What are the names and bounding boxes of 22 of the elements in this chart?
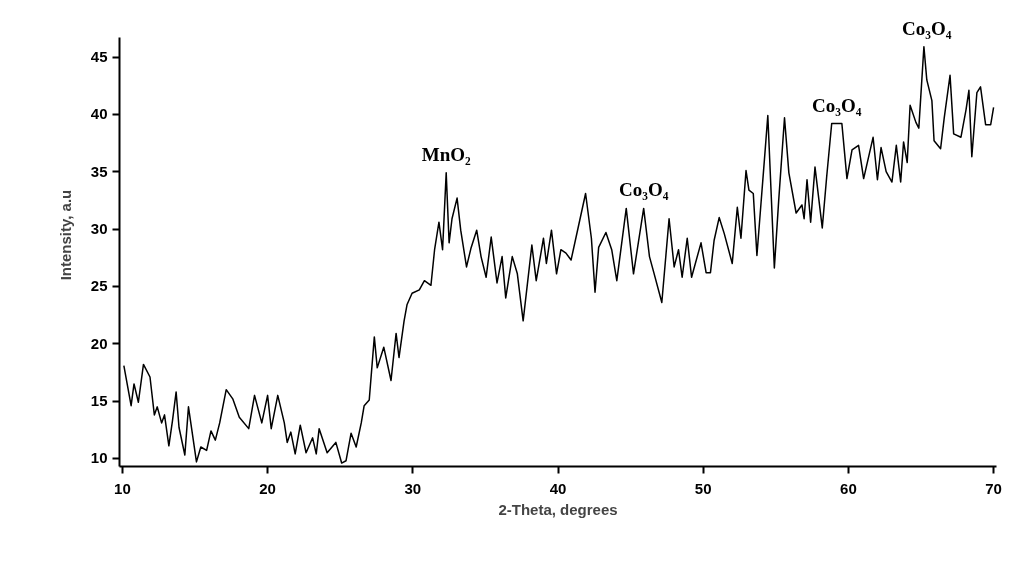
y-tick-label: 20 (90, 334, 108, 352)
y-tick-label: 45 (90, 48, 108, 65)
y-tick-label: 30 (90, 220, 108, 238)
x-tick-label: 20 (259, 479, 276, 497)
y-tick-label: 10 (90, 449, 108, 467)
x-tick-label: 10 (114, 479, 131, 497)
x-tick-label: 50 (694, 479, 712, 497)
x-tick-label: 70 (985, 479, 1002, 497)
y-tick-label: 25 (90, 277, 108, 295)
annotation: Co₃O₄ (812, 94, 862, 116)
y-tick-label: 15 (90, 392, 108, 410)
annotation: Co₃O₄ (902, 17, 952, 39)
y-tick-label: 40 (90, 105, 108, 123)
y-axis-title: Intensity, a.u (56, 189, 74, 281)
x-tick-label: 30 (404, 479, 422, 497)
annotation: Co₃O₄ (618, 179, 669, 201)
x-tick-label: 60 (840, 479, 857, 497)
x-tick-label: 40 (549, 479, 567, 497)
annotation: MnO₂ (421, 143, 471, 165)
y-tick-label: 35 (90, 162, 108, 180)
x-axis-title: 2-Theta, degrees (498, 500, 618, 518)
line-series (123, 45, 995, 464)
